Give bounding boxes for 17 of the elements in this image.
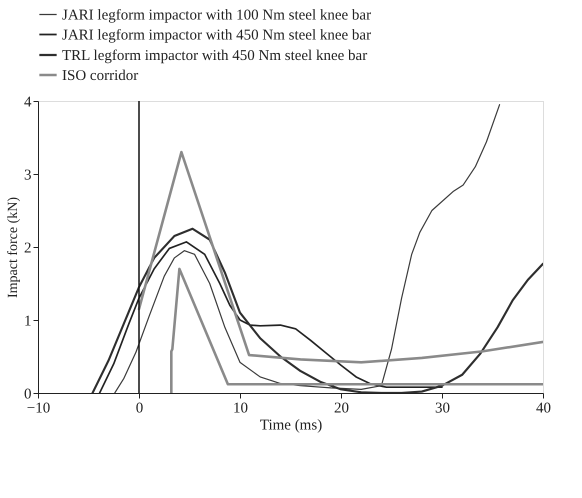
x-tick-label: −10 <box>26 400 50 416</box>
x-axis-title: Time (ms) <box>260 418 322 434</box>
x-tick-label: 10 <box>233 400 248 416</box>
y-axis-title: Impact force (kN) <box>6 196 21 298</box>
y-tick-label: 4 <box>24 94 32 110</box>
x-tick-label: 20 <box>334 400 349 416</box>
y-tick-label: 1 <box>24 314 32 330</box>
legend-label: TRL legform impactor with 450 Nm steel knee bar <box>62 48 368 64</box>
y-tick-label: 0 <box>24 386 32 402</box>
x-tick-label: 0 <box>136 400 144 416</box>
legend-label: JARI legform impactor with 450 Nm steel knee bar <box>62 28 372 44</box>
x-tick-label: 40 <box>536 400 551 416</box>
legend-label: JARI legform impactor with 100 Nm steel knee bar <box>62 8 372 24</box>
y-tick-label: 2 <box>24 240 32 256</box>
legend-label: ISO corridor <box>62 68 138 84</box>
y-tick-label: 3 <box>24 168 32 184</box>
x-tick-label: 30 <box>435 400 450 416</box>
